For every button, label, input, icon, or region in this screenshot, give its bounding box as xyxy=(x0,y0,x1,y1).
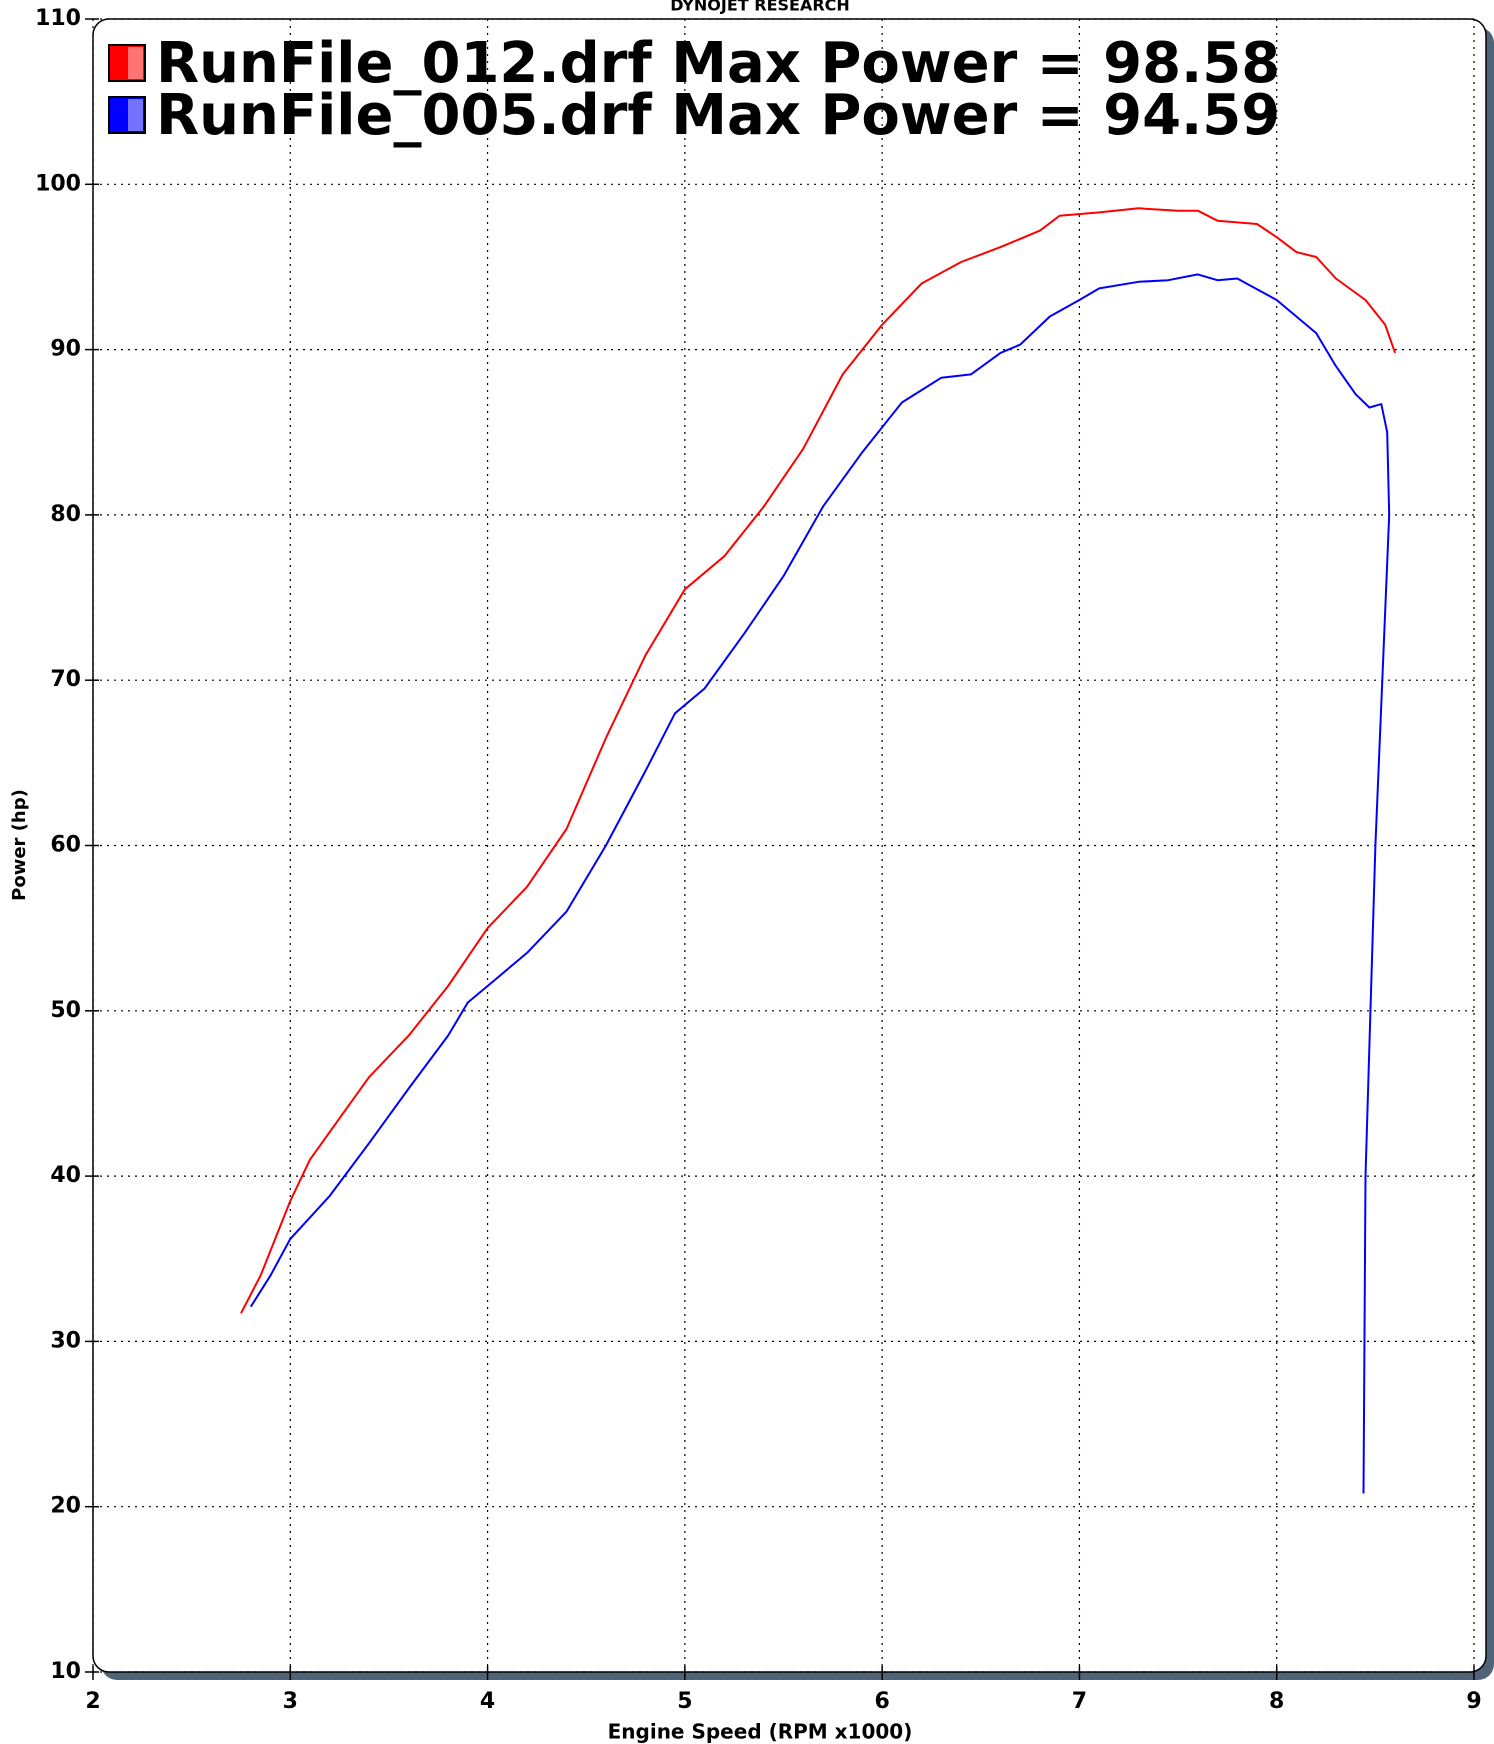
y-tick-label: 80 xyxy=(50,502,81,527)
y-tick-label: 10 xyxy=(50,1659,81,1684)
x-tick-label: 4 xyxy=(480,1689,495,1714)
x-tick-label: 2 xyxy=(85,1689,100,1714)
x-tick-label: 5 xyxy=(677,1689,692,1714)
y-axis-label: Power (hp) xyxy=(9,789,30,901)
legend-label: RunFile_005.drf Max Power = 94.59 xyxy=(156,83,1280,148)
y-tick-label: 100 xyxy=(35,171,81,196)
x-tick-label: 9 xyxy=(1466,1689,1481,1714)
ticks: 10 20 30 40 50 60 70 80 90 100 110 2 3 4 5 6 7 8 9 xyxy=(35,6,1482,1714)
y-tick-label: 70 xyxy=(50,667,81,692)
legend-swatch-highlight xyxy=(128,99,143,131)
y-tick-label: 90 xyxy=(50,337,81,362)
y-tick-label: 50 xyxy=(50,998,81,1023)
x-axis-label: Engine Speed (RPM x1000) xyxy=(608,1720,913,1744)
x-tick-label: 3 xyxy=(283,1689,298,1714)
y-tick-label: 110 xyxy=(35,6,81,31)
legend: RunFile_012.drf Max Power = 98.58RunFile… xyxy=(108,31,1280,148)
legend-swatch-highlight xyxy=(128,47,143,79)
x-tick-label: 6 xyxy=(874,1689,889,1714)
x-tick-label: 8 xyxy=(1269,1689,1284,1714)
legend-label: RunFile_012.drf Max Power = 98.58 xyxy=(156,31,1280,96)
x-tick-label: 7 xyxy=(1072,1689,1087,1714)
series-line xyxy=(249,273,1391,1494)
y-tick-label: 60 xyxy=(50,833,81,858)
lines xyxy=(240,207,1397,1494)
legend-swatch xyxy=(108,96,146,134)
legend-swatch xyxy=(108,44,146,82)
y-tick-label: 40 xyxy=(50,1163,81,1188)
y-tick-label: 30 xyxy=(50,1328,81,1353)
y-tick-label: 20 xyxy=(50,1494,81,1519)
series-line xyxy=(240,207,1397,1314)
chart-title: DYNOJET RESEARCH xyxy=(670,0,850,15)
